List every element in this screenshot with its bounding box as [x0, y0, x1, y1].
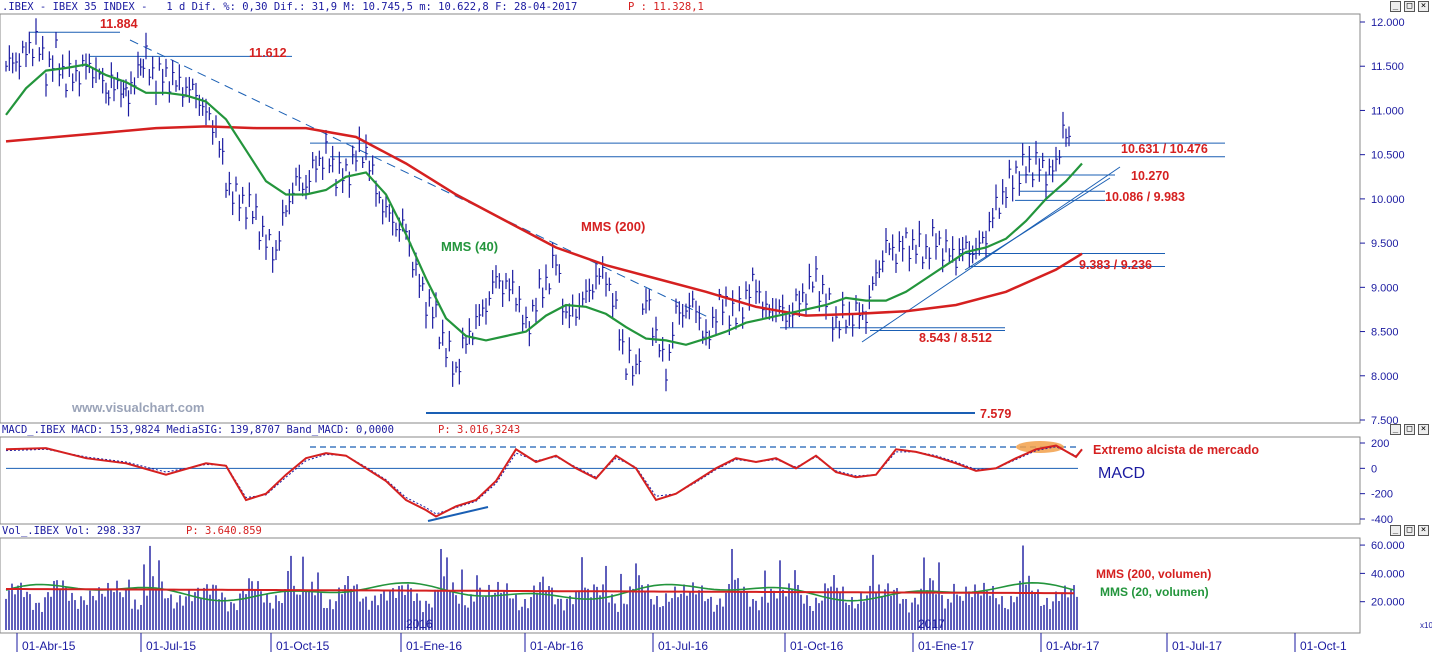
maximize-button[interactable]: □ [1404, 1, 1415, 12]
macd-label: MACD [1098, 465, 1145, 482]
vol-mms200-label: MMS (200, volumen) [1096, 567, 1211, 581]
volume-panel-frame [0, 537, 1361, 634]
level-label: 10.086 / 9.983 [1105, 190, 1185, 204]
x-tick-label: 01-Ene-16 [406, 639, 462, 652]
level-label: 9.383 / 9.236 [1079, 258, 1152, 272]
macd-panel-frame [0, 436, 1361, 525]
vol-mms200-line [6, 588, 1074, 595]
year-marker-2016: 2016 [406, 617, 433, 631]
mms200-label: MMS (200) [581, 219, 645, 234]
vol-mms20-label: MMS (20, volumen) [1100, 585, 1209, 599]
volume-panel-header: Vol_.IBEX Vol: 298.337 P: 3.640.859 _ □ … [0, 524, 1432, 538]
x-tick-label: 01-Abr-16 [530, 639, 584, 652]
level-label: 8.543 / 8.512 [919, 331, 992, 345]
year-marker-2017: 2017 [918, 617, 945, 631]
macd-tick-label: 0 [1371, 463, 1377, 475]
mms40-label: MMS (40) [441, 239, 498, 254]
macd-minimize-button[interactable]: _ [1390, 424, 1401, 435]
level-label: 10.631 / 10.476 [1121, 142, 1208, 156]
price-tick-label: 8.000 [1371, 371, 1399, 383]
x-tick-label: 01-Abr-15 [22, 639, 76, 652]
macd-extreme-highlight [1016, 441, 1064, 453]
macd-maximize-button[interactable]: □ [1404, 424, 1415, 435]
x-tick-label: 01-Oct-1 [1300, 639, 1347, 652]
minimize-button[interactable]: _ [1390, 1, 1401, 12]
level-label: 11.884 [100, 17, 138, 31]
macd-panel-header: MACD_.IBEX MACD: 153,9824 MediaSIG: 139,… [0, 423, 1432, 437]
macd-tick-label: 200 [1371, 438, 1389, 450]
volume-minimize-button[interactable]: _ [1390, 525, 1401, 536]
price-tick-label: 9.000 [1371, 282, 1399, 294]
uptrend-line-2 [964, 177, 1111, 271]
price-header-p: P : 11.328,1 [628, 1, 704, 13]
x-tick-label: 01-Oct-16 [790, 639, 844, 652]
macd-header-text: MACD_.IBEX MACD: 153,9824 MediaSIG: 139,… [2, 424, 394, 436]
price-header-text: .IBEX - IBEX 35 INDEX - 1 d Dif. %: 0,30… [2, 1, 578, 13]
mms40-line [5, 63, 1083, 346]
macd-header-p: P: 3.016,3243 [438, 424, 521, 436]
macd-close-button[interactable]: × [1418, 424, 1429, 435]
price-tick-label: 10.500 [1371, 150, 1405, 162]
x-tick-label: 01-Ene-17 [918, 639, 974, 652]
level-label: 7.579 [980, 407, 1011, 421]
price-tick-label: 8.500 [1371, 327, 1399, 339]
volume-header-text: Vol_.IBEX Vol: 298.337 [2, 525, 142, 537]
vol-tick-label: 20.000 [1371, 597, 1405, 609]
x-tick-label: 01-Abr-17 [1046, 639, 1100, 652]
volume-close-button[interactable]: × [1418, 525, 1429, 536]
x-tick-label: 01-Jul-17 [1172, 639, 1222, 652]
level-label: 10.270 [1131, 169, 1169, 183]
macd-signal-line [5, 446, 1083, 515]
vol-unit-badge: x10 [1420, 621, 1432, 630]
downtrend-line [129, 39, 711, 319]
level-label: 11.612 [249, 46, 287, 60]
mms200-line [5, 125, 1083, 317]
close-button[interactable]: × [1418, 1, 1429, 12]
x-tick-label: 01-Jul-16 [658, 639, 708, 652]
uptrend-line [861, 166, 1121, 343]
price-tick-label: 9.500 [1371, 238, 1399, 250]
volume-maximize-button[interactable]: □ [1404, 525, 1415, 536]
x-tick-label: 01-Jul-15 [146, 639, 196, 652]
price-tick-label: 7.500 [1371, 415, 1399, 427]
price-tick-label: 11.500 [1371, 61, 1404, 73]
macd-extreme-label: Extremo alcista de mercado [1093, 443, 1259, 457]
watermark: www.visualchart.com [71, 400, 204, 415]
price-tick-label: 10.000 [1371, 194, 1405, 206]
x-tick-label: 01-Oct-15 [276, 639, 330, 652]
macd-tick-label: -400 [1371, 514, 1393, 526]
macd-divergence-line [427, 506, 489, 522]
price-tick-label: 12.000 [1371, 17, 1405, 29]
price-panel-header: .IBEX - IBEX 35 INDEX - 1 d Dif. %: 0,30… [0, 0, 1432, 14]
macd-line [5, 444, 1083, 518]
price-panel-frame [0, 13, 1361, 424]
macd-tick-label: -200 [1371, 489, 1393, 501]
price-tick-label: 11.000 [1371, 105, 1404, 117]
vol-tick-label: 60.000 [1371, 540, 1405, 552]
vol-tick-label: 40.000 [1371, 568, 1405, 580]
vol-mms20-line [5, 581, 1075, 602]
volume-header-p: P: 3.640.859 [186, 525, 262, 537]
